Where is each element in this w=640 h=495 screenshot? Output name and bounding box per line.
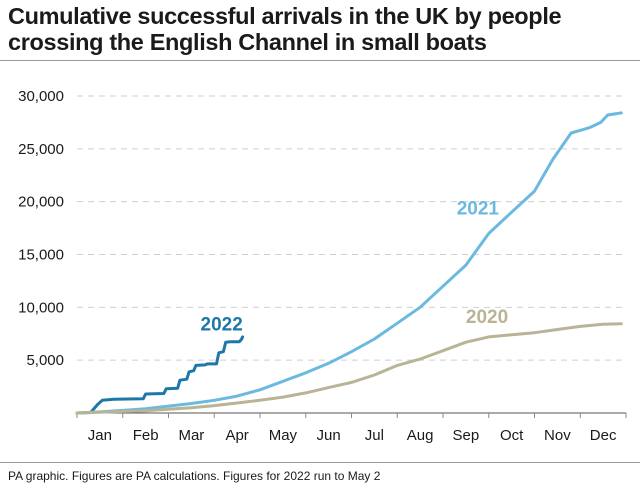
y-tick-label: 5,000 [26, 352, 64, 369]
x-tick-label: Feb [133, 427, 159, 444]
x-tick-label: Jul [365, 427, 384, 444]
series-line-2021 [75, 111, 623, 415]
title-divider [0, 60, 640, 61]
y-tick-label: 20,000 [18, 194, 64, 211]
x-tick-label: Oct [500, 427, 524, 444]
footer-divider [0, 462, 640, 463]
x-tick-label: Nov [544, 427, 571, 444]
line-chart: 5,000 10,000 15,000 20,000 25,000 30,000 Jan Fe… [18, 88, 627, 444]
chart-title: Cumulative successful arrivals in the UK… [8, 3, 562, 55]
y-tick-label: 25,000 [18, 141, 64, 158]
series-label-2022: 2022 [201, 315, 243, 336]
x-tick-label: Jan [88, 427, 112, 444]
x-tick-label: Aug [407, 427, 434, 444]
series-labels: 2022 2021 2020 [201, 198, 509, 335]
x-tick-label: Dec [590, 427, 617, 444]
y-tick-label: 30,000 [18, 88, 64, 105]
x-tick-label: Sep [453, 427, 480, 444]
footer-note: PA graphic. Figures are PA calculations.… [8, 469, 381, 483]
y-tick-label: 10,000 [18, 299, 64, 316]
series-lines [75, 111, 623, 415]
axes: 5,000 10,000 15,000 20,000 25,000 30,000 Jan Fe… [18, 88, 627, 444]
y-tick-label: 15,000 [18, 247, 64, 264]
series-line-2020 [75, 322, 623, 415]
x-tick-label: Mar [178, 427, 204, 444]
series-line-2022 [75, 335, 245, 415]
gridlines [77, 95, 626, 361]
x-tick-label: May [269, 427, 298, 444]
series-label-2021: 2021 [457, 198, 500, 219]
x-tick-label: Jun [317, 427, 341, 444]
x-tick-label: Apr [225, 427, 248, 444]
series-label-2020: 2020 [466, 307, 508, 328]
